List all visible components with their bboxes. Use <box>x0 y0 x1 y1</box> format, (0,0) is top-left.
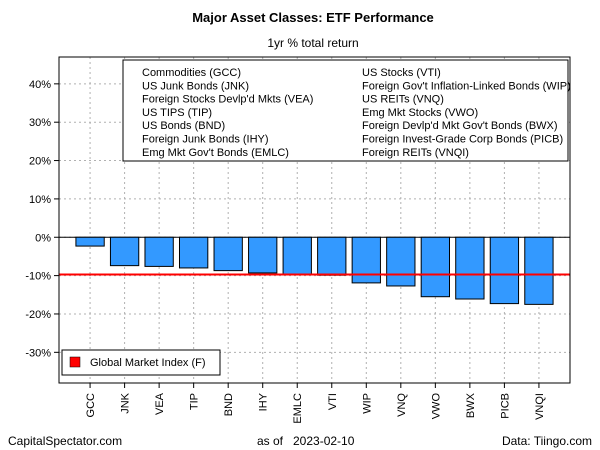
x-tick-label: BWX <box>465 392 477 418</box>
x-tick-label: GCC <box>85 393 97 418</box>
x-tick-label: VWO <box>430 393 442 420</box>
bar-emlc <box>282 236 312 276</box>
x-tick-label: PICB <box>499 393 511 419</box>
legend-left-column: Commodities (GCC)US Junk Bonds (JNK) Fore… <box>142 67 313 159</box>
bar-jnk <box>109 236 140 267</box>
bar-wip <box>351 236 381 284</box>
x-tick-label: VEA <box>154 392 166 415</box>
legend-entry-left: Emg Mkt Gov't Bonds (EMLC) <box>142 147 289 159</box>
chart-title: Major Asset Classes: ETF Performance <box>192 10 434 25</box>
legend-entry-right: Foreign Gov't Inflation-Linked Bonds (WI… <box>362 80 571 92</box>
x-tick-label: VNQI <box>534 393 546 420</box>
reference-legend-label: Global Market Index (F) <box>90 357 206 369</box>
x-tick-label: JNK <box>120 392 132 413</box>
bar-vnqi <box>524 236 554 305</box>
bar-bnd <box>213 236 243 272</box>
legend-entry-left: US Bonds (BND) <box>142 120 225 132</box>
x-tick-label: BND <box>223 393 235 416</box>
bar-vnq <box>386 236 416 287</box>
y-axis: -30% -20% -10% 0% 10% 20% 30% 40% <box>25 79 59 359</box>
bar-picb <box>489 236 520 305</box>
legend-entry-right: US REITs (VNQ) <box>362 94 444 106</box>
legend-box: Commodities (GCC)US Junk Bonds (JNK) Fore… <box>122 59 571 162</box>
reference-legend: Global Market Index (F) <box>61 349 221 376</box>
bar-vwo <box>420 236 451 298</box>
legend-entry-left: Commodities (GCC) <box>142 67 241 79</box>
footer-source: CapitalSpectator.com <box>8 434 122 448</box>
bar-gcc <box>75 236 105 247</box>
legend-entry-right: Emg Mkt Stocks (VWO) <box>362 107 478 119</box>
legend-entry-right: Foreign Devlp'd Mkt Gov't Bonds (BWX) <box>362 120 558 132</box>
x-tick-label: EMLC <box>292 393 304 424</box>
x-axis: GCC JNK VEA TIP BND IHY EMLC VTI WIP VNQ VWO BWX PIC… <box>85 383 546 424</box>
legend-entry-left: Foreign Junk Bonds (IHY) <box>142 134 269 146</box>
legend-entry-right: US Stocks (VTI) <box>362 67 441 79</box>
footer-data-credit: Data: Tiingo.com <box>502 434 592 448</box>
bar-tip <box>178 236 209 269</box>
x-tick-label: TIP <box>189 393 201 410</box>
plot-frame <box>58 56 571 384</box>
y-tick-label: 0% <box>35 232 51 244</box>
legend-entry-right: Foreign REITs (VNQI) <box>362 147 469 159</box>
x-tick-label: VTI <box>327 393 339 410</box>
legend-right-column: US Stocks (VTI)Foreign Gov't Inflation-L… <box>362 67 571 159</box>
legend-entry-right: Foreign Invest-Grade Corp Bonds (PICB) <box>362 134 563 146</box>
bar-bwx <box>455 236 485 300</box>
chart-subtitle: 1yr % total return <box>267 36 358 50</box>
y-tick-label: -10% <box>25 271 51 283</box>
bar-ihy <box>248 236 278 274</box>
footer-asof-label: as of <box>257 434 284 448</box>
y-tick-label: 30% <box>29 117 51 129</box>
y-tick-label: 10% <box>29 194 51 206</box>
y-tick-label: -30% <box>25 347 51 359</box>
legend-entry-left: Foreign Stocks Devlp'd Mkts (VEA) <box>142 94 313 106</box>
y-tick-label: 20% <box>29 156 51 168</box>
y-tick-label: 40% <box>29 79 51 91</box>
legend-entry-left: US TIPS (TIP) <box>142 107 212 119</box>
y-tick-label: -20% <box>25 309 51 321</box>
bar-vti <box>317 236 347 276</box>
footer-date: 2023-02-10 <box>293 434 355 448</box>
bars <box>75 236 554 305</box>
x-tick-label: VNQ <box>396 393 408 417</box>
reference-swatch <box>69 356 81 368</box>
legend-entry-left: US Junk Bonds (JNK) <box>142 80 249 92</box>
x-tick-label: WIP <box>361 393 373 414</box>
x-tick-label: IHY <box>258 392 270 411</box>
bar-vea <box>144 236 174 267</box>
